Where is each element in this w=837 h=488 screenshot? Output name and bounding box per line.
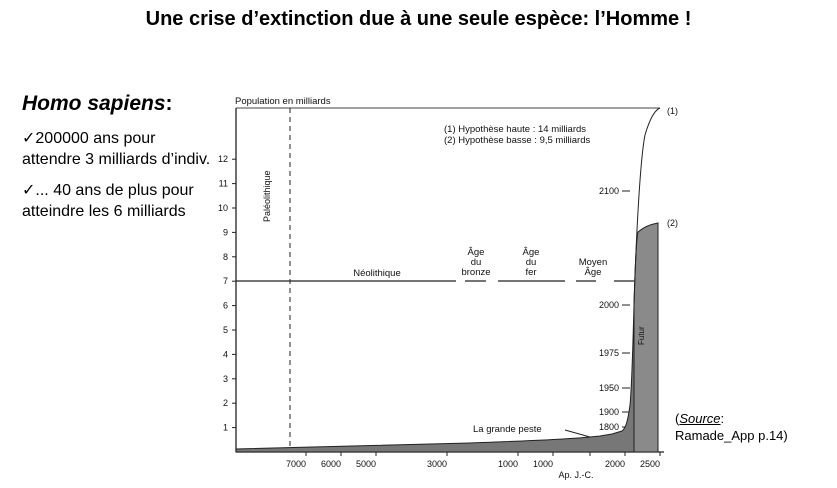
svg-text:Âge: Âge [585,267,602,278]
x-tick-label: 6000 [321,459,341,469]
series-population [235,304,635,453]
y-tick-label: 4 [223,349,228,359]
y-tick-label: 1 [223,423,228,433]
curve-label-2: (2) [667,218,678,228]
year-tick-label: 2100 [599,186,619,196]
svg-text:bronze: bronze [461,267,490,278]
species-heading: Homo sapiens: [22,92,173,115]
y-tick-label: 8 [223,252,228,262]
iron-age-label: Âge du fer [523,247,540,278]
y-tick-label: 7 [223,276,228,286]
year-scale: 1800 1900 1950 1975 2000 2100 [599,186,630,432]
bronze-age-label: Âge du bronze [461,247,490,278]
svg-text:du: du [471,257,482,268]
y-tick-label: 6 [223,301,228,311]
plague-pointer [564,429,591,438]
middle-ages-label: Moyen Âge [579,257,608,278]
x-tick-label: 2000 [605,459,625,469]
y-tick-label: 11 [219,179,228,189]
y-tick-label: 9 [223,227,228,237]
curve-label-1: (1) [667,106,678,116]
year-tick-label: 1900 [599,407,619,417]
bullet-1: ✓200000 ans pour attendre 3 milliards d’… [22,130,211,168]
series-high-hypothesis [633,107,661,306]
y-tick-label: 12 [218,154,228,164]
x-tick-label: 2500 [640,459,660,469]
x-axis-title: Ap. J.-C. [558,470,593,480]
svg-text:du: du [526,257,537,268]
plague-label: La grande peste [473,424,542,435]
svg-text:Moyen: Moyen [579,257,608,268]
y-tick-label: 5 [223,325,228,335]
future-label: Futur [637,326,646,345]
source-label: Source [679,411,721,426]
svg-text:fer: fer [525,267,536,278]
x-tick-label: 1000 [533,459,553,469]
legend-entry-2: (2) Hypothèse basse : 9,5 milliards [444,135,591,146]
svg-text:Âge: Âge [523,247,540,258]
page-title: Une crise d’extinction due à une seule e… [145,8,692,30]
source-note: (Source: Ramade_App p.14) [675,411,788,443]
x-tick-label: 1000 [498,459,518,469]
year-tick-label: 1950 [599,383,619,393]
x-tick-label: 5000 [356,459,376,469]
legend-entry-1: (1) Hypothèse haute : 14 milliards [444,124,586,135]
bullet-2: ✓... 40 ans de plus pour atteindre les 6… [22,182,194,220]
y-axis-title: Population en milliards [235,96,331,107]
x-tick-label: 7000 [286,459,306,469]
svg-text:Âge: Âge [468,247,485,258]
x-tick-label: 3000 [427,459,447,469]
x-ticks: 7000 6000 5000 3000 1000 1000 2000 2500 [286,452,661,469]
source-ref: Ramade_App p.14) [675,428,788,443]
year-tick-label: 1975 [599,348,619,358]
paleolithic-label: Paléolithique [262,170,272,222]
left-panel: Homo sapiens: ✓200000 ans pour attendre … [22,92,212,232]
year-tick-label: 1800 [599,422,619,432]
neolithic-label: Néolithique [353,268,401,279]
y-tick-label: 10 [218,203,228,213]
year-tick-label: 2000 [599,300,619,310]
y-tick-label: 3 [223,374,228,384]
y-tick-label: 2 [223,398,228,408]
